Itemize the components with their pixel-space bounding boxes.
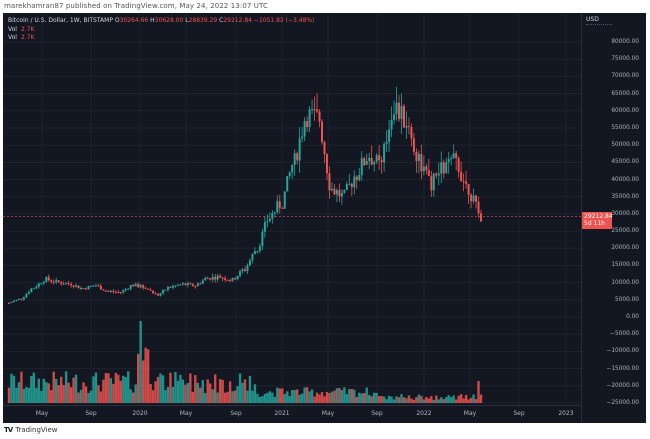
time-tick: May: [463, 410, 477, 417]
low-label: L: [185, 17, 189, 24]
price-tick: −5000.00: [610, 331, 639, 338]
price-tick: −15000.00: [606, 365, 639, 372]
price-tick: 5000.00: [615, 296, 639, 303]
price-tick: 80000.00: [611, 39, 639, 45]
time-tick: 2021: [274, 410, 290, 417]
close-value: 29212.84: [223, 17, 252, 24]
volume-label: Vol: [8, 25, 17, 33]
change-value: −1051.82 (−3.48%): [253, 17, 315, 24]
price-tick: 30000.00: [611, 210, 639, 217]
price-axis[interactable]: USD 80000.00 75000.00 70000.00 65000.00 6000…: [581, 13, 646, 423]
price-tick: 70000.00: [611, 73, 639, 80]
time-tick: Sep: [371, 410, 383, 417]
price-tick: 50000.00: [611, 142, 639, 149]
brand-name: TradingView: [15, 426, 58, 434]
high-value: 30628.00: [154, 17, 184, 24]
price-tick: 55000.00: [611, 124, 639, 131]
chart-frame[interactable]: Bitcoin / U.S. Dollar, 1W, BITSTAMP O302…: [3, 13, 646, 423]
time-tick: Sep: [513, 410, 525, 417]
currency-label: USD: [586, 16, 599, 23]
price-tick: −25000.00: [606, 399, 639, 406]
price-tick: 0.00: [626, 314, 639, 320]
time-tick: Sep: [85, 410, 97, 417]
volume-row-1: Vol 2.7K: [8, 26, 314, 35]
tradingview-logo-icon: TV: [4, 426, 13, 434]
volume-value: 2.7K: [20, 25, 35, 33]
time-tick: 2023: [558, 410, 574, 417]
price-tick: −20000.00: [606, 382, 639, 389]
bar-countdown: 5d 11h: [584, 220, 605, 228]
price-tick: 20000.00: [611, 245, 639, 252]
currency-underline: [586, 24, 612, 25]
price-tick: 45000.00: [611, 159, 639, 166]
publication-note: marekhamran87 published on TradingView.c…: [4, 2, 268, 10]
time-tick: May: [321, 410, 335, 417]
time-tick: 2022: [416, 410, 432, 417]
volume-label: Vol: [8, 34, 17, 41]
price-tick: −10000.00: [606, 348, 639, 355]
time-tick: Sep: [230, 410, 242, 417]
price-tick: 15000.00: [611, 262, 639, 269]
time-tick: May: [35, 410, 49, 417]
high-label: H: [150, 17, 155, 24]
symbol-label: Bitcoin / U.S. Dollar, 1W, BITSTAMP: [8, 17, 113, 24]
open-label: O: [114, 17, 120, 24]
volume-value: 2.7K: [20, 34, 35, 41]
price-tick: 60000.00: [611, 107, 639, 114]
price-tick: 75000.00: [611, 56, 639, 63]
last-price-tag: 29212.84 5d 11h: [582, 211, 613, 229]
time-tick: May: [179, 410, 193, 417]
price-tick: 25000.00: [611, 228, 639, 235]
volume-row-2: Vol 2.7K: [8, 34, 314, 43]
footer: TV TradingView: [4, 426, 58, 434]
price-plot[interactable]: [3, 13, 581, 405]
open-value: 30264.66: [119, 17, 149, 24]
close-label: C: [219, 17, 224, 24]
low-value: 28839.29: [188, 17, 218, 24]
time-axis[interactable]: May Sep 2020 May Sep 2021 May Sep 2022 May Sep 2023: [3, 405, 581, 423]
ohlc-row: Bitcoin / U.S. Dollar, 1W, BITSTAMP O302…: [8, 17, 314, 26]
last-price-value: 29212.84: [584, 212, 613, 220]
price-tick: 35000.00: [611, 193, 639, 200]
price-tick: 40000.00: [611, 176, 639, 183]
price-tick: 10000.00: [611, 279, 639, 286]
time-tick: 2020: [132, 410, 148, 417]
chart-legend: Bitcoin / U.S. Dollar, 1W, BITSTAMP O302…: [8, 17, 314, 43]
price-tick: 65000.00: [611, 90, 639, 97]
